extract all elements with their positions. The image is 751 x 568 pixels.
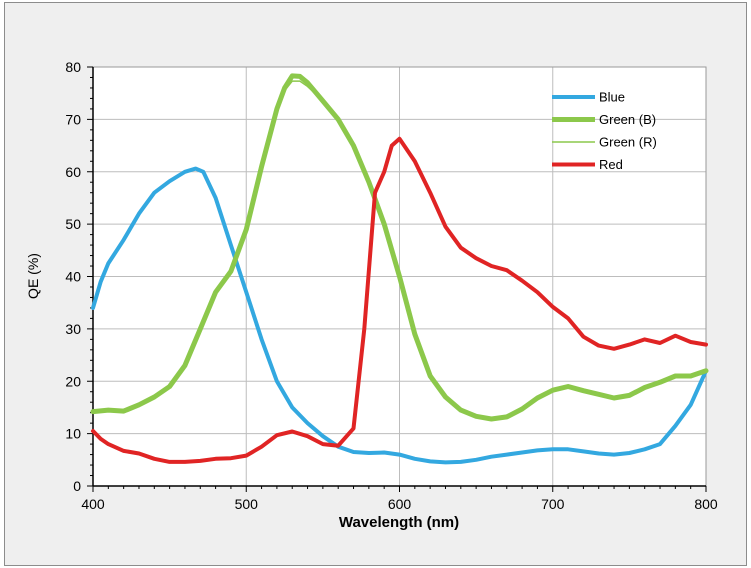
tick-labels: 400 500 600 700 800 0 10 20 30 40 50 60 70 80 [65,59,717,512]
series-line-green-r [92,80,707,420]
y-tick-label: 40 [65,269,81,285]
x-tick-label: 500 [235,496,259,512]
y-tick-label: 0 [73,478,81,494]
legend: Blue Green (B) Green (R) Red [552,90,657,172]
x-axis-title: Wavelength (nm) [339,514,459,531]
y-tick-label: 70 [65,111,81,127]
legend-label: Green (R) [599,135,657,150]
legend-label: Green (B) [599,112,656,127]
y-tick-label: 50 [65,216,81,232]
x-tick-label: 700 [541,496,565,512]
axes [87,66,707,492]
legend-label: Blue [599,90,625,105]
y-tick-label: 20 [65,373,81,389]
y-tick-label: 10 [65,426,81,442]
series-line-red [91,136,708,464]
legend-label: Red [599,157,623,172]
series-line-blue [91,166,708,465]
y-tick-label: 60 [65,164,81,180]
series [90,73,709,465]
y-tick-label: 80 [65,59,81,75]
y-tick-label: 30 [65,321,81,337]
x-tick-label: 800 [694,496,718,512]
x-tick-label: 400 [81,496,105,512]
x-tick-label: 600 [388,496,412,512]
y-axis-title: QE (%) [25,253,41,299]
